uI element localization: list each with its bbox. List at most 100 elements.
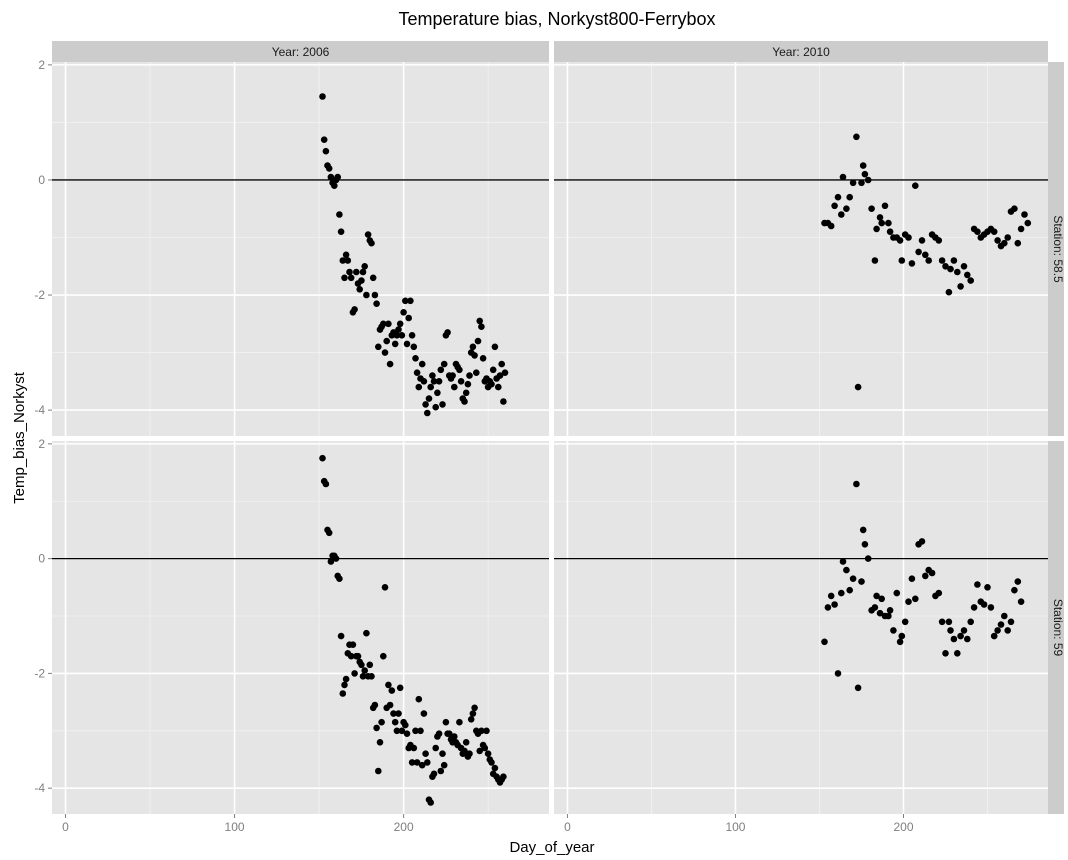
y-tick-label: 2 — [38, 437, 45, 451]
data-point — [375, 767, 382, 775]
data-point — [412, 355, 419, 362]
data-point — [473, 369, 480, 377]
facet-panel — [52, 62, 549, 436]
data-point — [827, 222, 835, 230]
data-point — [950, 635, 958, 643]
data-point — [446, 730, 453, 737]
data-point — [1004, 234, 1011, 241]
data-point — [358, 661, 365, 669]
data-point — [997, 621, 1005, 628]
data-point — [469, 343, 477, 351]
panel-background — [52, 62, 549, 436]
data-point — [336, 575, 343, 582]
data-point — [950, 257, 958, 264]
data-point — [410, 744, 418, 752]
chart-title: Temperature bias, Norkyst800-Ferrybox — [398, 9, 715, 29]
data-point — [990, 632, 998, 640]
data-point — [964, 271, 971, 279]
data-point — [831, 601, 838, 608]
x-axis-title: Day_of_year — [509, 839, 594, 856]
data-point — [871, 604, 879, 611]
data-point — [424, 409, 431, 417]
data-point — [918, 237, 926, 244]
data-point — [846, 193, 853, 201]
data-point — [861, 541, 869, 548]
x-tick-label: 100 — [725, 820, 745, 834]
data-point — [403, 340, 411, 348]
data-point — [912, 595, 919, 603]
data-point — [935, 589, 943, 597]
data-point — [363, 629, 370, 637]
data-point — [395, 710, 402, 717]
data-point — [400, 309, 407, 316]
data-point — [339, 257, 347, 264]
row-strip-label: Station: 58.5 — [1051, 215, 1065, 283]
data-point — [322, 480, 330, 488]
data-point — [461, 747, 468, 755]
data-point — [905, 234, 912, 241]
data-point — [381, 584, 389, 591]
data-point — [415, 383, 423, 391]
data-point — [853, 133, 860, 141]
data-point — [358, 277, 365, 284]
data-point — [861, 170, 869, 178]
data-point — [461, 398, 468, 405]
data-point — [342, 675, 350, 683]
data-point — [425, 395, 433, 402]
data-point — [873, 225, 880, 233]
x-tick-label: 100 — [225, 820, 245, 834]
data-point — [922, 251, 929, 259]
data-point — [495, 383, 502, 391]
data-point — [467, 716, 475, 723]
data-point — [984, 584, 991, 591]
data-point — [391, 340, 399, 348]
data-point — [332, 555, 340, 562]
panels-layer — [52, 62, 1048, 814]
data-point — [462, 389, 470, 397]
data-point — [405, 314, 413, 322]
data-point — [373, 300, 380, 308]
data-point — [393, 727, 401, 735]
data-point — [456, 718, 463, 726]
data-point — [1001, 239, 1008, 247]
data-point — [935, 237, 943, 244]
data-point — [853, 480, 860, 488]
data-point — [885, 612, 892, 620]
data-point — [380, 320, 387, 328]
data-point — [437, 767, 445, 775]
panel-background — [554, 62, 1048, 436]
data-point — [462, 739, 470, 746]
data-point — [342, 251, 350, 259]
data-point — [427, 799, 435, 806]
data-point — [337, 632, 345, 640]
data-point — [420, 378, 428, 385]
y-axis-title: Temp_bias_Norkyst — [11, 371, 28, 504]
data-point — [396, 684, 404, 692]
data-point — [376, 739, 384, 746]
data-point — [974, 228, 981, 235]
data-point — [476, 747, 484, 755]
data-point — [491, 764, 499, 772]
data-point — [821, 638, 828, 646]
data-point — [325, 529, 333, 537]
data-point — [349, 641, 357, 648]
data-point — [396, 320, 404, 328]
data-point — [947, 627, 954, 634]
data-point — [322, 147, 330, 155]
data-point — [479, 355, 487, 362]
data-point — [1014, 578, 1022, 585]
panel-background — [52, 441, 549, 814]
data-point — [442, 718, 450, 726]
data-point — [824, 604, 832, 611]
panel-background — [554, 441, 1048, 814]
data-point — [864, 555, 872, 562]
data-point — [974, 581, 981, 588]
data-point — [890, 627, 897, 634]
data-point — [444, 329, 451, 336]
x-tick-label: 0 — [62, 820, 69, 834]
data-point — [928, 569, 936, 577]
data-point — [469, 710, 477, 717]
data-point — [474, 337, 482, 345]
row-strip-label: Station: 59 — [1051, 599, 1065, 657]
row-strip — [1048, 62, 1064, 436]
